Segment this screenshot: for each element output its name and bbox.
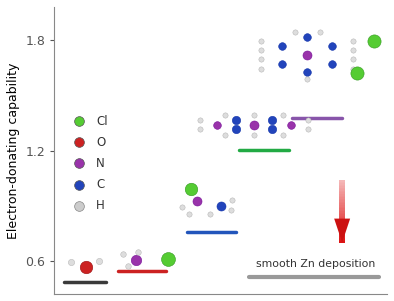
Polygon shape (339, 192, 345, 194)
Polygon shape (339, 211, 345, 213)
Polygon shape (339, 210, 345, 211)
Polygon shape (339, 185, 345, 186)
Polygon shape (339, 238, 345, 239)
Polygon shape (339, 231, 345, 233)
Polygon shape (339, 219, 345, 221)
Polygon shape (339, 199, 345, 200)
Polygon shape (339, 214, 345, 216)
Polygon shape (339, 216, 345, 218)
Polygon shape (339, 180, 345, 182)
Polygon shape (334, 219, 350, 243)
Polygon shape (339, 191, 345, 192)
Text: C: C (96, 178, 104, 191)
Polygon shape (339, 221, 345, 222)
Polygon shape (339, 235, 345, 236)
Polygon shape (339, 186, 345, 188)
Polygon shape (339, 224, 345, 225)
Polygon shape (339, 233, 345, 235)
Polygon shape (339, 205, 345, 206)
Polygon shape (339, 236, 345, 238)
Polygon shape (339, 202, 345, 203)
Polygon shape (339, 183, 345, 185)
Polygon shape (339, 206, 345, 208)
Polygon shape (339, 227, 345, 228)
Polygon shape (339, 203, 345, 205)
Polygon shape (339, 196, 345, 197)
Polygon shape (339, 194, 345, 196)
Polygon shape (339, 241, 345, 243)
Polygon shape (339, 197, 345, 199)
Polygon shape (339, 239, 345, 241)
Polygon shape (339, 182, 345, 183)
Polygon shape (339, 218, 345, 219)
Text: smooth Zn deposition: smooth Zn deposition (256, 259, 375, 269)
Polygon shape (339, 213, 345, 214)
Polygon shape (339, 230, 345, 231)
Polygon shape (339, 225, 345, 227)
Text: H: H (96, 199, 105, 212)
Polygon shape (339, 200, 345, 202)
Polygon shape (339, 208, 345, 210)
Polygon shape (339, 228, 345, 230)
Polygon shape (339, 188, 345, 189)
Text: O: O (96, 136, 105, 149)
Y-axis label: Electron-donating capability: Electron-donating capability (7, 62, 20, 239)
Text: N: N (96, 157, 105, 170)
Polygon shape (339, 189, 345, 191)
Polygon shape (339, 222, 345, 224)
Text: Cl: Cl (96, 115, 108, 128)
